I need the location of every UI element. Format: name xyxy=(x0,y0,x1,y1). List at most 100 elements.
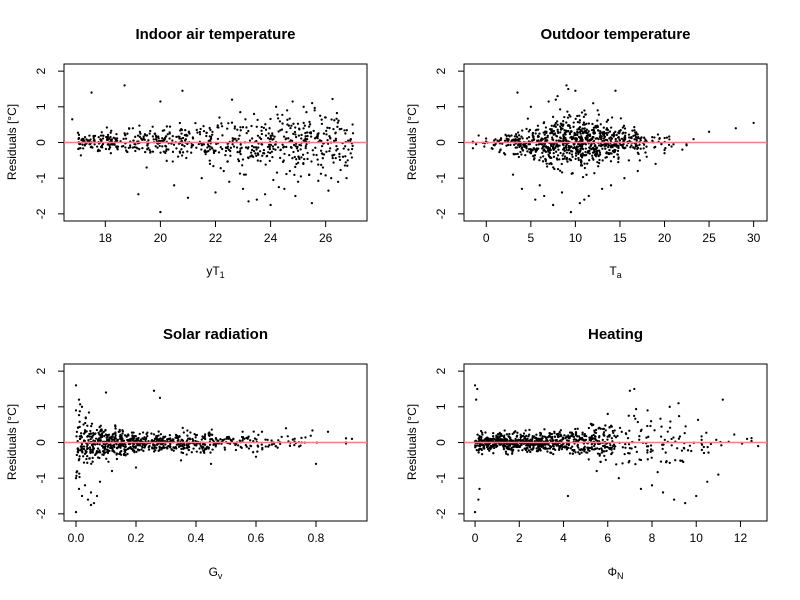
data-point xyxy=(577,127,580,130)
data-point xyxy=(91,435,94,438)
data-point xyxy=(141,138,145,141)
data-point xyxy=(483,438,486,441)
data-point xyxy=(610,425,613,428)
data-point xyxy=(679,459,682,462)
data-point xyxy=(544,130,548,133)
data-point xyxy=(572,449,575,453)
data-point xyxy=(127,146,130,149)
data-point xyxy=(332,161,335,164)
data-point xyxy=(570,153,574,156)
data-point xyxy=(309,434,312,437)
data-point xyxy=(564,136,567,140)
plot-area xyxy=(63,363,368,522)
data-point xyxy=(651,449,654,452)
data-point xyxy=(235,146,239,149)
data-point xyxy=(552,155,556,158)
data-point xyxy=(505,137,508,140)
data-point xyxy=(609,443,612,447)
data-point xyxy=(576,427,579,430)
y-tick-label: -2 xyxy=(434,208,448,219)
data-point xyxy=(198,133,202,136)
data-point xyxy=(296,180,300,183)
data-point xyxy=(306,151,309,155)
data-point xyxy=(511,446,515,449)
data-point xyxy=(604,458,607,462)
data-point xyxy=(200,438,203,441)
data-point xyxy=(628,429,631,432)
data-point xyxy=(565,151,569,154)
data-point xyxy=(167,148,170,151)
data-point xyxy=(272,147,275,151)
data-point xyxy=(147,147,150,150)
data-point xyxy=(161,137,164,140)
data-point xyxy=(91,448,94,451)
data-point xyxy=(258,150,262,153)
data-point xyxy=(515,435,518,438)
data-point xyxy=(528,433,531,436)
data-point xyxy=(202,143,206,146)
data-point xyxy=(707,130,711,133)
data-point xyxy=(162,150,165,153)
data-point xyxy=(259,137,263,141)
data-point xyxy=(129,445,132,449)
data-point xyxy=(492,439,495,443)
data-point xyxy=(281,113,284,116)
data-point xyxy=(139,132,142,135)
data-point xyxy=(700,438,703,442)
data-point xyxy=(182,447,185,450)
data-point xyxy=(194,436,197,439)
data-point xyxy=(638,435,641,438)
data-point xyxy=(556,130,559,133)
data-point xyxy=(196,131,199,134)
data-point xyxy=(604,132,608,135)
data-point xyxy=(313,137,317,140)
data-point xyxy=(592,102,595,105)
data-point xyxy=(270,439,273,442)
data-point xyxy=(598,153,602,156)
data-point xyxy=(507,435,510,438)
data-point xyxy=(617,144,620,147)
y-tick-label: 0 xyxy=(34,439,48,446)
data-point xyxy=(623,452,626,456)
data-point xyxy=(629,146,632,149)
data-point xyxy=(707,451,710,454)
x-tick-label: 0.8 xyxy=(308,531,325,545)
data-point xyxy=(528,151,531,154)
data-point xyxy=(326,139,329,142)
data-point xyxy=(556,123,559,126)
data-point xyxy=(333,153,336,156)
data-point xyxy=(152,447,156,450)
y-tick-label: -2 xyxy=(34,508,48,519)
data-point xyxy=(256,118,259,122)
data-point xyxy=(568,452,572,455)
data-point xyxy=(503,139,507,142)
data-point xyxy=(696,418,700,422)
data-point xyxy=(527,435,530,438)
x-tick-label: 22 xyxy=(209,231,223,245)
data-point xyxy=(88,432,91,436)
data-point xyxy=(232,145,236,148)
data-point xyxy=(563,149,566,153)
data-point xyxy=(221,438,224,442)
data-point xyxy=(580,135,583,139)
data-point xyxy=(226,160,229,163)
data-point xyxy=(252,112,256,116)
data-point xyxy=(616,434,619,438)
data-point xyxy=(721,398,724,401)
data-point xyxy=(141,431,145,434)
data-point xyxy=(168,125,172,128)
data-point xyxy=(615,143,618,146)
data-point xyxy=(75,474,78,478)
data-point xyxy=(287,124,291,127)
data-point xyxy=(84,421,87,425)
data-point xyxy=(250,124,253,128)
data-point xyxy=(165,446,168,449)
data-point xyxy=(75,435,78,438)
data-point xyxy=(261,154,264,157)
data-point xyxy=(578,144,582,148)
data-point xyxy=(320,163,323,167)
data-point xyxy=(319,149,323,152)
data-point xyxy=(256,152,260,155)
data-point xyxy=(569,126,572,130)
data-point xyxy=(600,135,603,138)
